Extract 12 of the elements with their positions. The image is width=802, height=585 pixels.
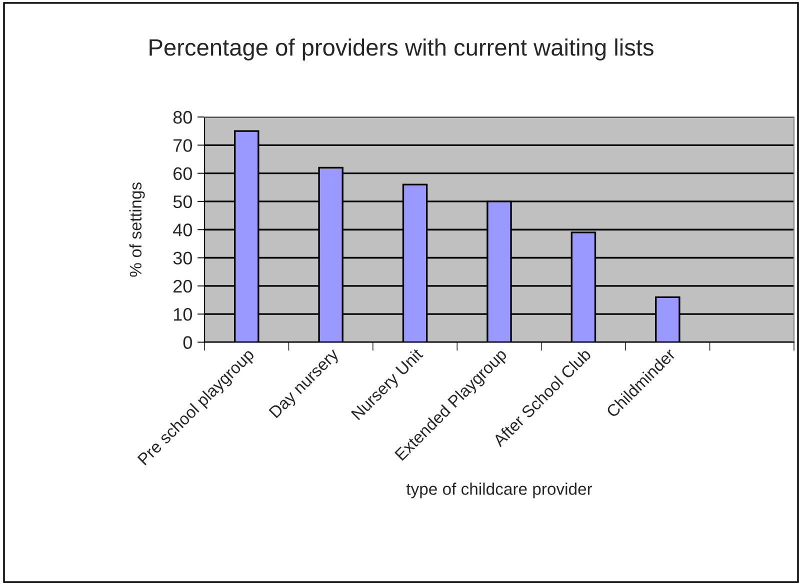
y-tick-label: 0 — [183, 336, 192, 349]
y-tick-label: 20 — [174, 280, 192, 293]
y-tick-label: 50 — [173, 195, 192, 208]
y-tick-label: 60 — [174, 167, 192, 180]
y-tick-label: 80 — [173, 110, 192, 124]
y-axis-title: % of settings — [129, 182, 145, 277]
y-tick-label: 10 — [174, 308, 192, 321]
y-tick-label: 40 — [173, 224, 192, 236]
y-tick-label: 70 — [174, 139, 192, 152]
x-axis-title: type of childcare provider — [406, 482, 592, 498]
chart-title: Percentage of providers with current waiting lists — [150, 38, 654, 60]
y-tick-label: 30 — [173, 252, 192, 264]
